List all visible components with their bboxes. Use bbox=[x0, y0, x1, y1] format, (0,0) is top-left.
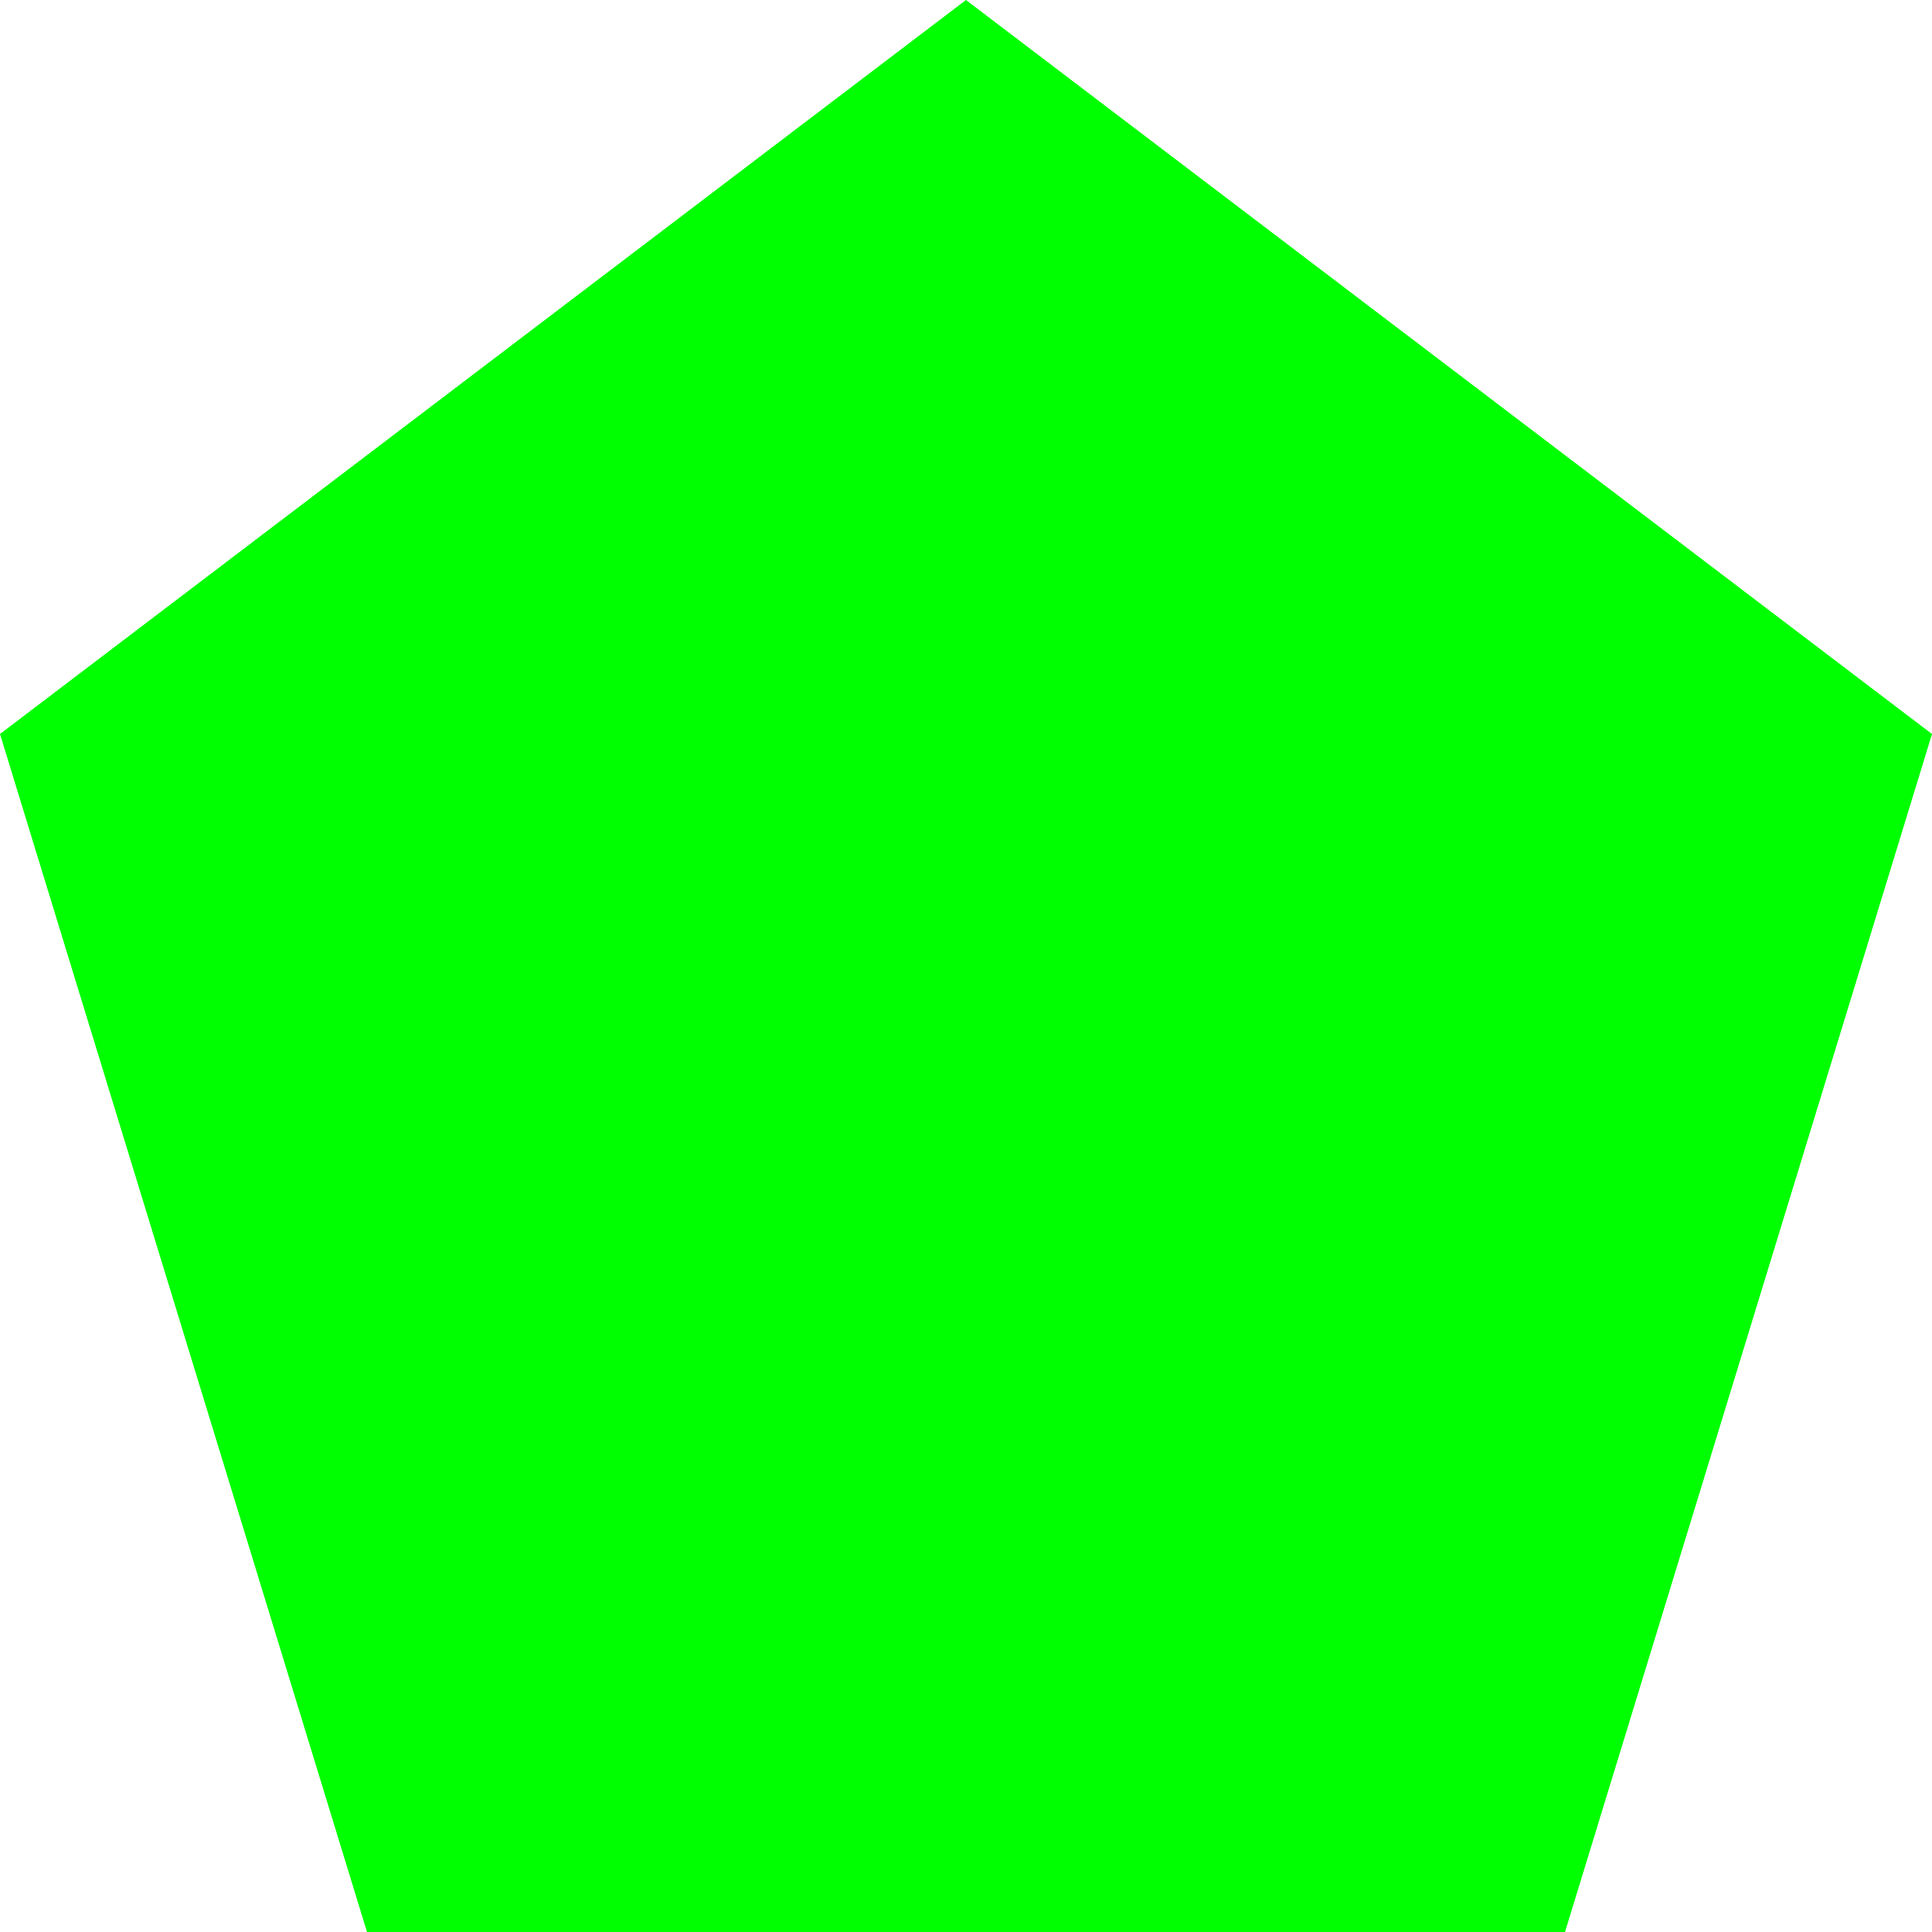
pentagon-shape bbox=[0, 0, 1932, 1932]
canvas bbox=[0, 0, 1932, 1932]
